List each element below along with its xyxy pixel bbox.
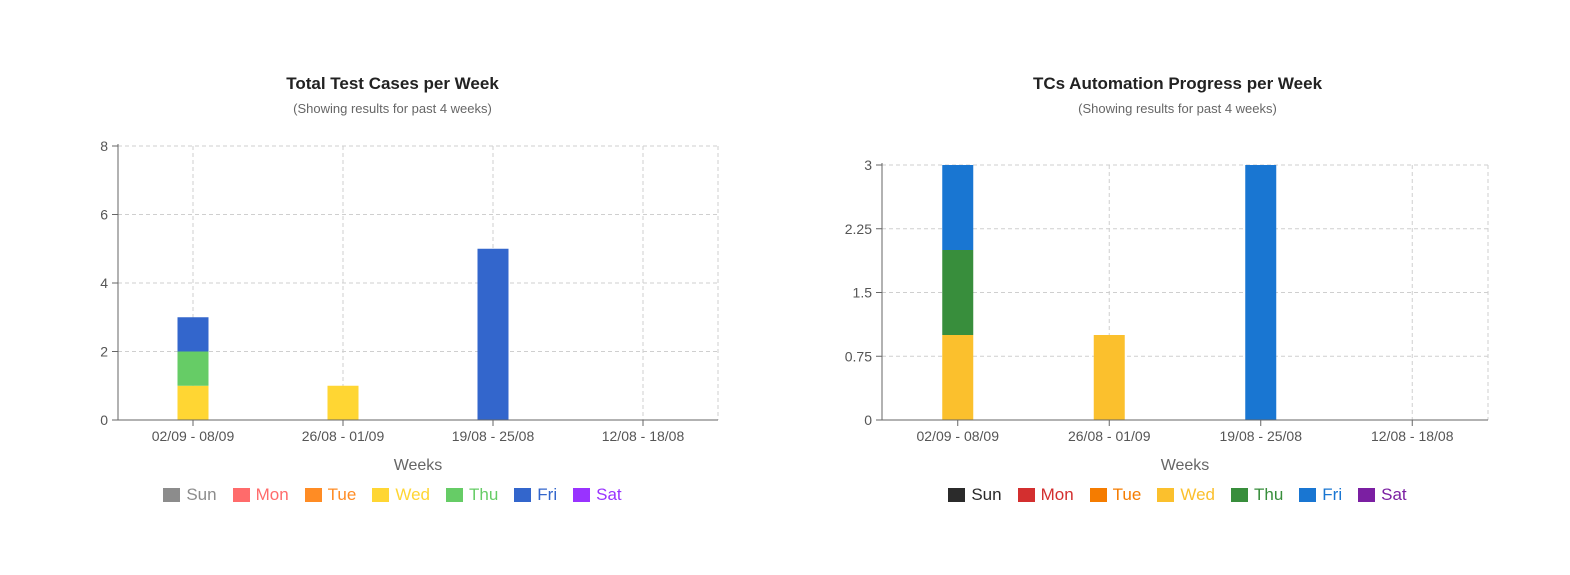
legend-swatch — [1299, 488, 1317, 502]
legend-swatch — [948, 488, 966, 502]
x-axis-label: Weeks — [1161, 457, 1210, 474]
legend-swatch — [1358, 488, 1376, 502]
legend-item-sat[interactable]: Sat — [573, 485, 622, 505]
legend-label: Tue — [327, 485, 357, 504]
bar-segment-fri — [177, 317, 209, 352]
x-tick-label: 26/08 - 01/09 — [1068, 428, 1151, 444]
y-tick-label: 8 — [100, 138, 108, 154]
chart-subtitle: (Showing results for past 4 weeks) — [293, 101, 492, 116]
legend-label: Thu — [469, 485, 499, 504]
legend-label: Tue — [1112, 485, 1142, 504]
legend-label: Mon — [255, 485, 289, 504]
legend-item-tue[interactable]: Tue — [304, 485, 357, 505]
legend-swatch — [1157, 488, 1175, 502]
chart-panel-automation-progress: TCs Automation Progress per Week (Showin… — [785, 0, 1570, 575]
legend-label: Wed — [395, 485, 430, 504]
legend-item-fri[interactable]: Fri — [1299, 485, 1342, 505]
legend-swatch — [573, 488, 591, 502]
legend-item-wed[interactable]: Wed — [372, 485, 430, 505]
legend-item-thu[interactable]: Thu — [1231, 485, 1283, 505]
bar-segment-fri — [942, 165, 974, 250]
legend-label: Sun — [971, 485, 1002, 504]
legend-item-tue[interactable]: Tue — [1089, 485, 1142, 505]
legend-item-thu[interactable]: Thu — [446, 485, 498, 505]
y-tick-label: 1.5 — [853, 285, 873, 301]
legend-label: Thu — [1254, 485, 1284, 504]
chart-plot: 0 0.75 1.5 2.25 3 02/09 - 08/09 26/08 - 01/09 1… — [845, 157, 1489, 474]
x-tick-label: 19/08 - 25/08 — [1219, 428, 1302, 444]
chart-title: TCs Automation Progress per Week — [1032, 74, 1323, 93]
chart-legend: Sun Mon Tue Wed Thu Fri Sat — [785, 485, 1570, 507]
legend-swatch — [1089, 488, 1107, 502]
legend-item-sun[interactable]: Sun — [163, 485, 217, 505]
chart-plot: 0 2 4 6 8 02/09 - 08/09 26/08 - 01/09 19/08 - 2… — [100, 138, 719, 474]
legend-item-wed[interactable]: Wed — [1157, 485, 1215, 505]
legend-label: Sat — [596, 485, 622, 504]
legend-label: Mon — [1040, 485, 1074, 504]
bar-segment-wed — [327, 385, 359, 420]
x-axis-label: Weeks — [394, 457, 443, 474]
y-tick-label: 0 — [100, 412, 108, 428]
bar-segment-fri — [1245, 165, 1277, 420]
legend-label: Sun — [186, 485, 217, 504]
legend-label: Wed — [1180, 485, 1215, 504]
bar-segment-wed — [942, 335, 974, 420]
bar-segment-thu — [177, 351, 209, 386]
x-tick-label: 26/08 - 01/09 — [302, 428, 385, 444]
x-tick-label: 19/08 - 25/08 — [452, 428, 535, 444]
legend-label: Fri — [1322, 485, 1343, 504]
y-tick-label: 6 — [100, 207, 108, 223]
y-tick-label: 2 — [100, 344, 108, 360]
legend-item-sun[interactable]: Sun — [948, 485, 1002, 505]
x-tick-label: 12/08 - 18/08 — [602, 428, 685, 444]
legend-swatch — [304, 488, 322, 502]
bar-segment-fri — [477, 248, 509, 420]
y-tick-label: 3 — [864, 157, 872, 173]
chart-subtitle: (Showing results for past 4 weeks) — [1078, 101, 1277, 116]
legend-swatch — [372, 488, 390, 502]
chart-legend: Sun Mon Tue Wed Thu Fri Sat — [0, 485, 785, 507]
legend-swatch — [163, 488, 181, 502]
x-tick-label: 12/08 - 18/08 — [1371, 428, 1454, 444]
legend-item-sat[interactable]: Sat — [1358, 485, 1407, 505]
legend-label: Fri — [537, 485, 558, 504]
y-tick-label: 4 — [100, 275, 108, 291]
chart-panel-total-test-cases: Total Test Cases per Week (Showing resul… — [0, 74, 785, 507]
y-tick-label: 2.25 — [845, 221, 872, 237]
chart-title: Total Test Cases per Week — [286, 74, 499, 93]
legend-swatch — [446, 488, 463, 502]
legend-item-mon[interactable]: Mon — [232, 485, 289, 505]
bar-segment-wed — [177, 385, 209, 420]
y-tick-label: 0 — [864, 412, 872, 428]
legend-label: Sat — [1381, 485, 1407, 504]
y-tick-label: 0.75 — [845, 348, 872, 364]
legend-swatch — [514, 488, 532, 502]
x-tick-label: 02/09 - 08/09 — [916, 428, 999, 444]
bar-segment-thu — [942, 250, 974, 335]
bar-segment-wed — [1093, 335, 1125, 420]
legend-swatch — [1017, 488, 1035, 502]
legend-item-mon[interactable]: Mon — [1017, 485, 1074, 505]
x-tick-label: 02/09 - 08/09 — [152, 428, 235, 444]
legend-swatch — [232, 488, 250, 502]
legend-swatch — [1231, 488, 1248, 502]
legend-item-fri[interactable]: Fri — [514, 485, 557, 505]
